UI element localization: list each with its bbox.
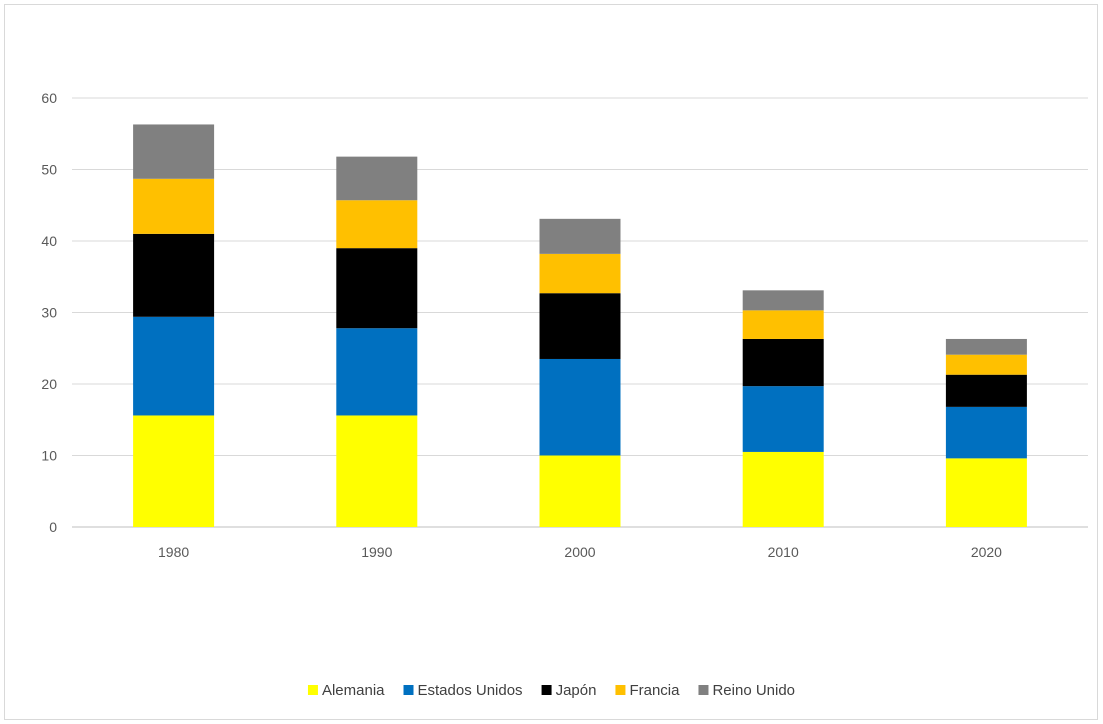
bar-segment bbox=[336, 200, 418, 249]
bar-segment bbox=[539, 253, 621, 294]
legend-swatch bbox=[698, 685, 709, 695]
bar-segment bbox=[742, 290, 824, 311]
bar-segment bbox=[539, 358, 621, 456]
x-axis-ticks: 1980 1990 2000 2010 2020 bbox=[158, 544, 1002, 560]
bar-segment bbox=[133, 233, 215, 317]
x-tick-label: 2020 bbox=[971, 544, 1002, 560]
bar-segment bbox=[742, 338, 824, 387]
y-tick-label: 40 bbox=[41, 233, 57, 249]
bar-segment bbox=[945, 458, 1027, 527]
legend-label: Japón bbox=[556, 682, 597, 699]
legend-swatch bbox=[307, 685, 318, 695]
legend-item: Japón bbox=[541, 682, 597, 699]
bar-segment bbox=[336, 415, 418, 527]
y-tick-label: 0 bbox=[49, 519, 57, 535]
x-tick-label: 1980 bbox=[158, 544, 189, 560]
bar-segment bbox=[133, 316, 215, 416]
legend-swatch bbox=[615, 685, 626, 695]
bar-segment bbox=[945, 338, 1027, 355]
legend-swatch bbox=[403, 685, 414, 695]
bars bbox=[133, 124, 1027, 527]
x-tick-label: 2000 bbox=[564, 544, 595, 560]
bar-segment bbox=[945, 374, 1027, 407]
y-tick-label: 60 bbox=[41, 90, 57, 106]
y-tick-label: 50 bbox=[41, 162, 57, 178]
legend-item: Estados Unidos bbox=[403, 682, 523, 699]
legend-label: Francia bbox=[629, 682, 680, 699]
legend-item: Francia bbox=[615, 682, 680, 699]
x-tick-label: 2010 bbox=[768, 544, 799, 560]
bar-segment bbox=[539, 455, 621, 527]
legend: Alemania Estados Unidos Japón Francia Reino … bbox=[307, 682, 795, 699]
legend-item: Reino Unido bbox=[698, 682, 795, 699]
bar-segment bbox=[133, 415, 215, 527]
bar-segment bbox=[133, 124, 215, 179]
legend-item: Alemania bbox=[307, 682, 385, 699]
bar-segment bbox=[539, 293, 621, 359]
bar-segment bbox=[539, 218, 621, 254]
legend-label: Estados Unidos bbox=[418, 682, 523, 699]
bar-segment bbox=[742, 386, 824, 452]
legend-label: Reino Unido bbox=[712, 682, 795, 699]
bar-segment bbox=[945, 406, 1027, 459]
legend-label: Alemania bbox=[322, 682, 385, 699]
bar-segment bbox=[742, 310, 824, 339]
bar-segment bbox=[945, 354, 1027, 375]
x-tick-label: 1990 bbox=[361, 544, 392, 560]
bar-segment bbox=[742, 451, 824, 527]
y-tick-label: 10 bbox=[41, 448, 57, 464]
legend-swatch bbox=[541, 685, 552, 695]
bar-segment bbox=[336, 248, 418, 329]
y-axis-ticks: 0 10 20 30 40 50 60 bbox=[41, 90, 57, 535]
bar-segment bbox=[336, 156, 418, 201]
y-tick-label: 20 bbox=[41, 376, 57, 392]
bar-segment bbox=[133, 178, 215, 234]
y-tick-label: 30 bbox=[41, 305, 57, 321]
bar-segment bbox=[336, 328, 418, 416]
